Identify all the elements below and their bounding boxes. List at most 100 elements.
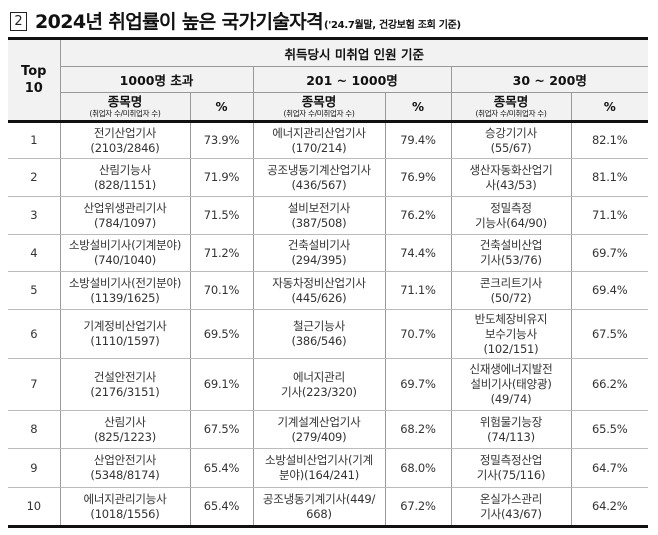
pct-cell-group2: 71.1%	[384, 271, 451, 310]
pct-cell-group2: 76.9%	[384, 158, 451, 197]
name-cell-group2: 에너지관리산업기사 (170/214)	[252, 121, 385, 159]
name-cell-group2: 소방설비산업기사(기계 분야)(164/241)	[252, 448, 385, 488]
name-cell-group1: 전기산업기사 (2103/2846)	[59, 121, 190, 159]
table-row: 5 소방설비기사(전기분야) (1139/1625) 70.1% 자동차정비산업기사 …	[8, 271, 648, 310]
name-cell-group3: 정밀측정산업 기사(75/116)	[450, 448, 571, 488]
pct-cell-group3: 64.2%	[570, 487, 648, 527]
rank-cell: 4	[8, 234, 60, 272]
pct-cell-group3: 67.5%	[570, 309, 648, 359]
name-cell-group1: 산림기능사 (828/1151)	[59, 158, 190, 197]
name-cell-group1: 소방설비기사(기계분야) (740/1040)	[59, 234, 190, 272]
top10-header: Top10	[8, 38, 60, 123]
col-name-sublabel: (취업자 수/미취업자 수)	[475, 108, 547, 118]
col-pct-header-2: %	[384, 92, 451, 123]
pct-cell-group1: 69.5%	[189, 309, 253, 359]
rank-cell: 8	[8, 410, 60, 449]
pct-cell-group2: 68.2%	[384, 410, 451, 449]
pct-cell-group2: 74.4%	[384, 234, 451, 272]
table-row: 3 산업위생관리기사 (784/1097) 71.5% 설비보전기사 (387/508…	[8, 196, 648, 235]
name-cell-group2: 에너지관리 기사(223/320)	[252, 358, 385, 411]
name-cell-group2: 기계설계산업기사 (279/409)	[252, 410, 385, 449]
name-cell-group2: 철근기능사 (386/546)	[252, 309, 385, 359]
name-cell-group3: 승강기기사 (55/67)	[450, 121, 571, 159]
name-cell-group1: 산림기사 (825/1223)	[59, 410, 190, 449]
span-title-header: 취득당시 미취업 인원 기준	[59, 38, 648, 67]
col-name-sublabel: (취업자 수/미취업자 수)	[89, 108, 161, 118]
table-row: 7 건설안전기사 (2176/3151) 69.1% 에너지관리 기사(223/320…	[8, 358, 648, 411]
table-body: 1 전기산업기사 (2103/2846) 73.9% 에너지관리산업기사 (170/2…	[8, 121, 648, 527]
pct-cell-group3: 66.2%	[570, 358, 648, 411]
table-row: 1 전기산업기사 (2103/2846) 73.9% 에너지관리산업기사 (170/2…	[8, 121, 648, 159]
col-name-label: 종목명	[107, 93, 143, 109]
name-cell-group2: 건축설비기사 (294/395)	[252, 234, 385, 272]
rank-cell: 2	[8, 158, 60, 197]
rank-cell: 1	[8, 121, 60, 159]
section-number-box: 2	[10, 12, 27, 31]
pct-cell-group3: 82.1%	[570, 121, 648, 159]
col-name-sublabel: (취업자 수/미취업자 수)	[283, 108, 355, 118]
table-row: 6 기계정비산업기사 (1110/1597) 69.5% 철근기능사 (386/546…	[8, 309, 648, 359]
name-cell-group2: 공조냉동기계산업기사 (436/567)	[252, 158, 385, 197]
pct-cell-group1: 67.5%	[189, 410, 253, 449]
pct-cell-group3: 69.4%	[570, 271, 648, 310]
title-main: 2024년 취업률이 높은 국가기술자격	[35, 11, 324, 33]
table-row: 9 산업안전기사 (5348/8174) 65.4% 소방설비산업기사(기계 분야)(…	[8, 448, 648, 488]
col-name-header-2: 종목명 (취업자 수/미취업자 수)	[252, 92, 385, 123]
pct-cell-group1: 71.5%	[189, 196, 253, 235]
table-row: 4 소방설비기사(기계분야) (740/1040) 71.2% 건축설비기사 (294…	[8, 234, 648, 272]
pct-cell-group2: 76.2%	[384, 196, 451, 235]
name-cell-group3: 신재생에너지발전 설비기사(태양광) (49/74)	[450, 358, 571, 411]
name-cell-group3: 반도체장비유지 보수기능사 (102/151)	[450, 309, 571, 359]
rank-cell: 10	[26, 499, 41, 513]
table-row: 2 산림기능사 (828/1151) 71.9% 공조냉동기계산업기사 (436/56…	[8, 158, 648, 197]
col-pct-header-3: %	[570, 92, 648, 123]
name-cell-group3: 건축설비산업 기사(53/76)	[450, 234, 571, 272]
pct-cell-group1: 70.1%	[189, 271, 253, 310]
pct-cell-group1: 65.4%	[189, 448, 253, 488]
pct-cell-group3: 71.1%	[570, 196, 648, 235]
name-cell-group1: 에너지관리기능사 (1018/1556)	[59, 487, 190, 527]
name-cell-group1: 소방설비기사(전기분야) (1139/1625)	[59, 271, 190, 310]
pct-cell-group2: 68.0%	[384, 448, 451, 488]
pct-cell-group3: 81.1%	[570, 158, 648, 197]
name-cell-group1: 건설안전기사 (2176/3151)	[59, 358, 190, 411]
col-name-header-3: 종목명 (취업자 수/미취업자 수)	[450, 92, 571, 123]
name-cell-group1: 산업위생관리기사 (784/1097)	[59, 196, 190, 235]
col-name-header-1: 종목명 (취업자 수/미취업자 수)	[59, 92, 190, 123]
col-name-label: 종목명	[301, 93, 337, 109]
name-cell-group1: 산업안전기사 (5348/8174)	[59, 448, 190, 488]
pct-cell-group3: 65.5%	[570, 410, 648, 449]
pct-cell-group2: 67.2%	[384, 487, 451, 527]
col-name-label: 종목명	[493, 93, 529, 109]
title-note: ('24.7월말, 건강보험 조회 기준)	[323, 20, 461, 31]
name-cell-group3: 온실가스관리 기사(43/67)	[450, 487, 571, 527]
rank-cell: 5	[8, 271, 60, 310]
name-cell-group3: 위험물기능장 (74/113)	[450, 410, 571, 449]
pct-cell-group3: 69.7%	[570, 234, 648, 272]
pct-cell-group1: 73.9%	[189, 121, 253, 159]
rank-cell: 3	[8, 196, 60, 235]
rank-cell: 6	[8, 309, 60, 359]
group-header-3: 30 ~ 200명	[450, 66, 648, 93]
rank-cell: 9	[8, 448, 60, 488]
pct-cell-group1: 65.4%	[189, 487, 253, 527]
name-cell-group3: 생산자동화산업기 사(43/53)	[450, 158, 571, 197]
name-cell-group3: 정밀측정 기능사(64/90)	[450, 196, 571, 235]
name-cell-group2: 자동차정비산업기사 (445/626)	[252, 271, 385, 310]
name-cell-group3: 콘크리트기사 (50/72)	[450, 271, 571, 310]
pct-cell-group2: 79.4%	[384, 121, 451, 159]
pct-cell-group1: 71.2%	[189, 234, 253, 272]
top10-label: Top10	[21, 64, 47, 96]
col-pct-header-1: %	[189, 92, 253, 123]
page-title: 2 2024년 취업률이 높은 국가기술자격 ('24.7월말, 건강보험 조회…	[10, 6, 461, 34]
group-header-2: 201 ~ 1000명	[252, 66, 451, 93]
table-row: 8 산림기사 (825/1223) 67.5% 기계설계산업기사 (279/409) 6…	[8, 410, 648, 449]
name-cell-group2: 설비보전기사 (387/508)	[252, 196, 385, 235]
pct-cell-group1: 69.1%	[189, 358, 253, 411]
name-cell-group1: 기계정비산업기사 (1110/1597)	[59, 309, 190, 359]
name-cell-group2: 공조냉동기계기사(449/ 668)	[252, 487, 385, 527]
pct-cell-group1: 71.9%	[189, 158, 253, 197]
pct-cell-group2: 69.7%	[384, 358, 451, 411]
table-row: 10 에너지관리기능사 (1018/1556) 65.4% 공조냉동기계기사(449/…	[8, 487, 648, 527]
rank-cell: 7	[8, 358, 60, 411]
